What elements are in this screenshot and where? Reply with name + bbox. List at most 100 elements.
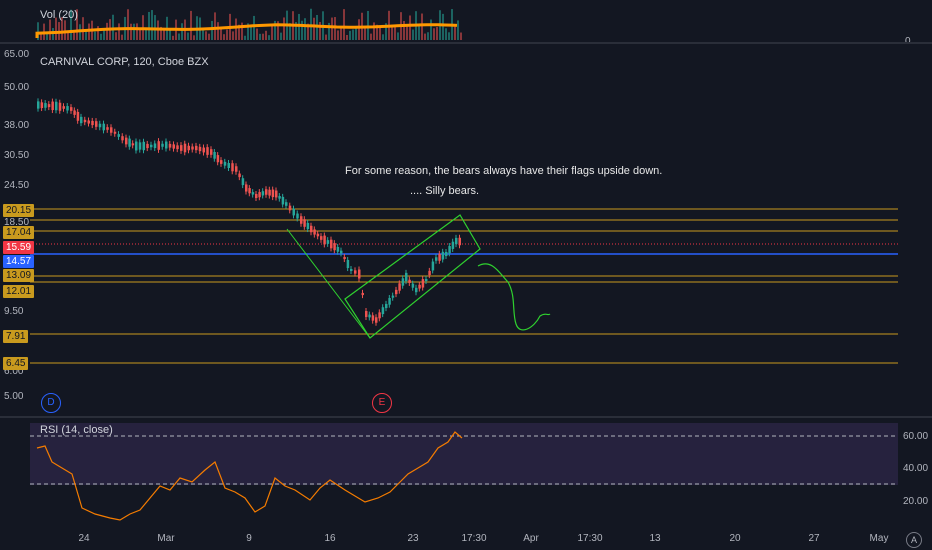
candle-body — [323, 235, 326, 245]
candle-body — [455, 237, 458, 245]
volume-bar — [82, 17, 84, 40]
candle-body — [428, 270, 431, 276]
candle-body — [405, 272, 408, 282]
candle-body — [285, 202, 288, 206]
volume-bar — [76, 9, 78, 40]
price-pane[interactable]: CARNIVAL CORP, 120, Cboe BZX 65.00 50.00… — [0, 44, 932, 416]
candle-body — [121, 136, 124, 141]
candle-body — [388, 298, 391, 305]
candle-body — [76, 111, 80, 121]
time-label: 13 — [649, 533, 661, 544]
candle-body — [180, 145, 183, 151]
volume-bar — [115, 32, 117, 40]
volume-bar — [256, 28, 258, 40]
candle-body — [296, 213, 299, 219]
price-label: 30.50 — [4, 150, 30, 161]
candle-body — [223, 161, 227, 166]
candle-body — [198, 146, 202, 152]
volume-bar — [148, 11, 150, 41]
pane-divider[interactable] — [0, 42, 932, 44]
volume-pane[interactable]: Vol (20) 0 — [0, 0, 932, 47]
price-tag-level: 7.91 — [3, 330, 29, 343]
candle-body — [408, 279, 411, 283]
volume-bar — [130, 23, 132, 40]
volume-bar — [100, 33, 102, 40]
volume-bar — [88, 23, 90, 40]
volume-bar — [67, 31, 69, 40]
candle-body — [113, 131, 117, 134]
volume-bar — [430, 19, 432, 40]
candle-body — [336, 246, 340, 252]
candle-body — [378, 312, 381, 319]
candle-body — [251, 192, 255, 195]
chart-annotation[interactable]: For some reason, the bears always have t… — [345, 165, 663, 177]
earnings-marker[interactable]: E — [372, 393, 392, 413]
volume-bar — [457, 20, 459, 40]
candle-body — [343, 256, 346, 260]
volume-bar — [103, 29, 105, 40]
volume-bar — [331, 17, 333, 40]
candle-body — [87, 120, 90, 124]
candle-body — [265, 189, 268, 195]
price-tag-current: 14.57 — [3, 255, 35, 268]
volume-bar — [298, 13, 300, 41]
candle-body — [448, 246, 451, 254]
volume-bar — [355, 27, 357, 40]
candle-body — [150, 144, 153, 148]
candle-body — [381, 307, 385, 315]
time-label: Apr — [523, 533, 539, 544]
volume-bar — [295, 22, 297, 40]
auto-scale-toggle[interactable]: A — [906, 532, 922, 548]
volume-bar — [265, 30, 267, 40]
candle-body — [333, 243, 336, 251]
volume-bar — [349, 30, 351, 40]
volume-bar — [223, 34, 225, 40]
volume-bar — [235, 18, 237, 40]
price-label: 50.00 — [4, 82, 30, 93]
volume-bar — [211, 20, 213, 40]
price-tag-level: 13.09 — [3, 269, 35, 282]
volume-bar — [55, 17, 57, 40]
price-label: 6.00 — [4, 366, 24, 377]
price-label: 65.00 — [4, 49, 30, 60]
time-label: 27 — [808, 533, 820, 544]
candle-body — [220, 160, 223, 164]
pane-divider[interactable] — [0, 416, 932, 418]
volume-bar — [337, 30, 339, 40]
price-tag-level: 17.04 — [3, 226, 35, 239]
candle-body — [40, 102, 44, 109]
rsi-chart — [30, 423, 898, 521]
candle-body — [313, 229, 316, 235]
chart-annotation[interactable]: .... Silly bears. — [410, 185, 480, 197]
candle-body — [55, 101, 58, 111]
bear-flag-channel — [344, 214, 481, 339]
candle-body — [183, 143, 187, 153]
volume-bar — [37, 22, 39, 40]
candle-body — [261, 191, 265, 196]
volume-bar — [271, 23, 273, 40]
candle-body — [401, 278, 405, 286]
candle-body — [303, 219, 306, 227]
volume-bar — [151, 10, 153, 40]
candle-body — [62, 106, 65, 109]
candle-body — [245, 184, 248, 192]
volume-zero-label: 0 — [905, 36, 911, 47]
volume-bar — [244, 35, 246, 40]
time-label: May — [869, 533, 889, 544]
candle-body — [191, 146, 194, 150]
candle-body — [248, 188, 251, 194]
price-chart — [30, 98, 898, 364]
rsi-pane[interactable]: RSI (14, close) 60.00 40.00 20.00 — [0, 418, 932, 528]
candle-body — [176, 145, 179, 150]
candle-body — [398, 283, 401, 291]
dividend-marker[interactable]: D — [41, 393, 61, 413]
volume-bar — [367, 10, 369, 40]
time-label: 20 — [729, 533, 741, 544]
candle-body — [371, 315, 375, 321]
volume-bar — [259, 33, 261, 40]
candle-body — [365, 311, 368, 317]
price-label: 18.50 — [4, 217, 30, 228]
volume-bar — [391, 24, 393, 40]
volume-bar — [145, 28, 147, 40]
volume-bar — [427, 32, 429, 40]
